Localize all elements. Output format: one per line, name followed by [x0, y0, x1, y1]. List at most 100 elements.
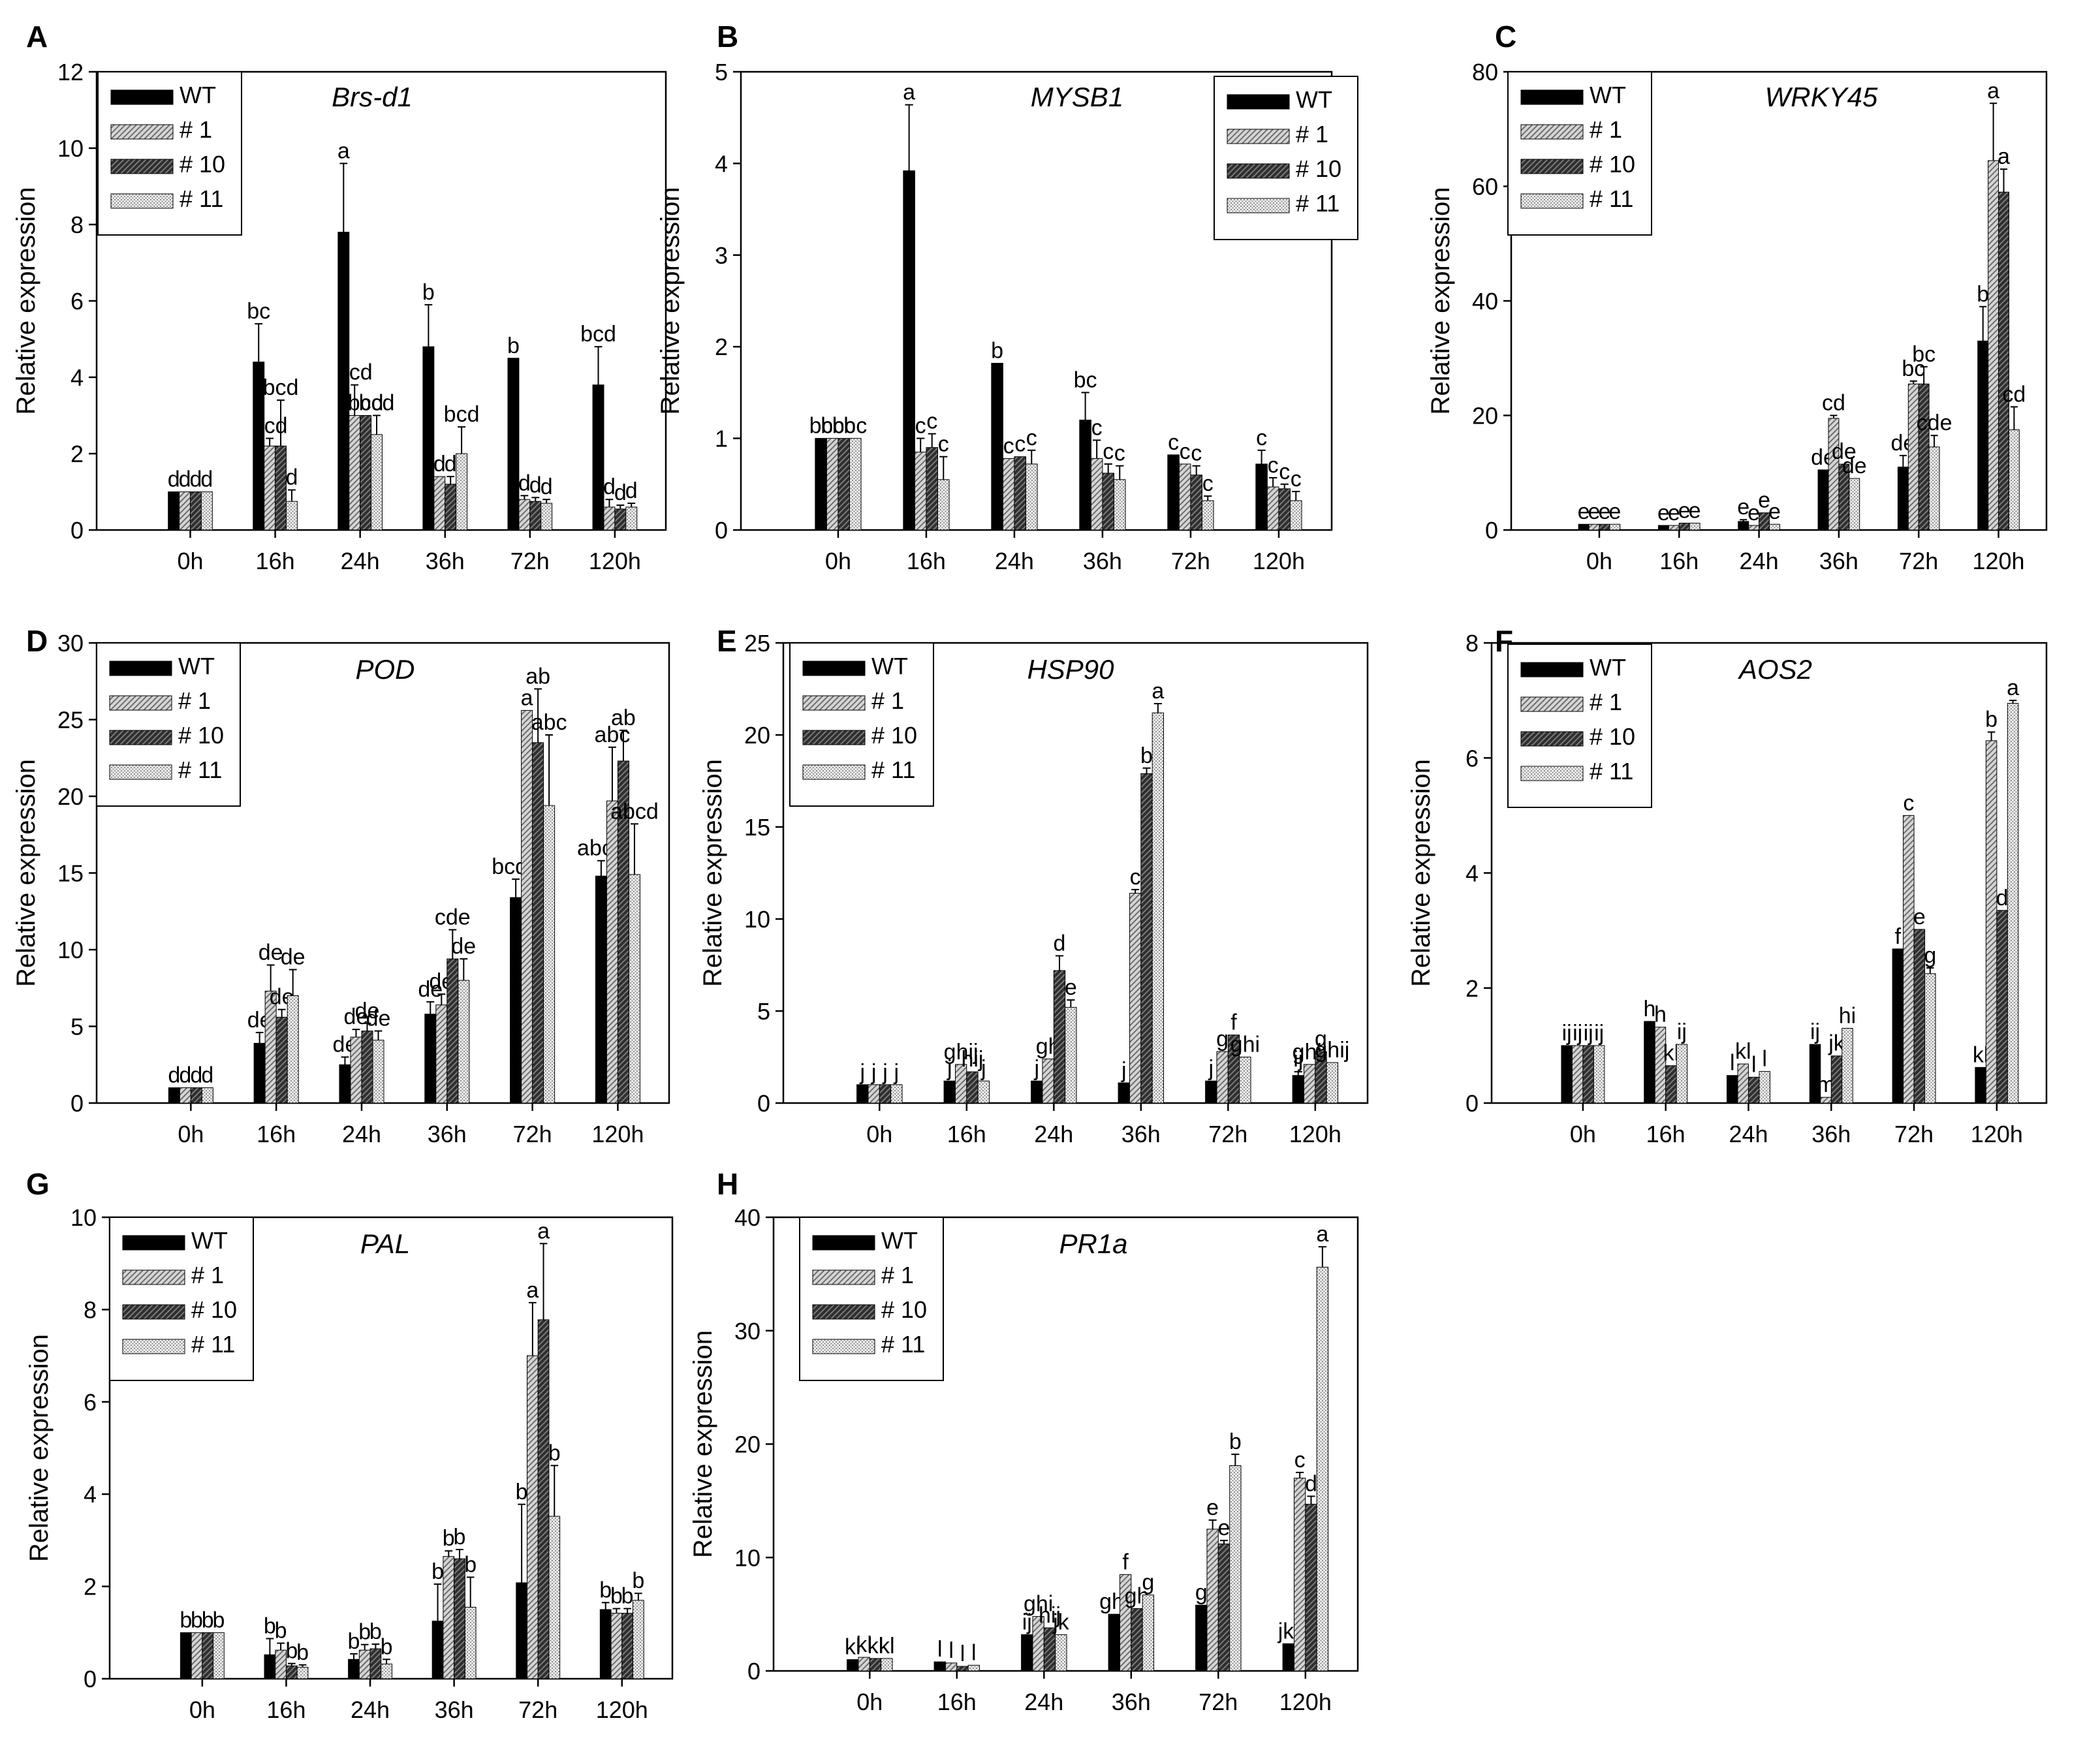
- bar-s1: [1588, 523, 1600, 531]
- significance-letter: l: [971, 1640, 977, 1665]
- legend: WT # 1 # 10 # 11: [96, 642, 241, 807]
- legend: WT # 1 # 10 # 11: [789, 642, 934, 807]
- y-tick-label: 5: [757, 998, 770, 1025]
- significance-letter: b: [516, 1480, 528, 1504]
- legend-swatch-wt: [812, 1235, 875, 1251]
- bar-s1: [1303, 1064, 1316, 1104]
- significance-letter: ij: [1677, 1020, 1687, 1044]
- legend-label: WT: [191, 1227, 228, 1254]
- significance-letter: h: [1644, 997, 1656, 1021]
- bar-s10: [369, 1648, 382, 1679]
- legend-swatch-s10: [1520, 731, 1584, 747]
- significance-letter: ij: [1584, 1021, 1593, 1046]
- legend-swatch-s10: [110, 159, 174, 174]
- y-tick-label: 4: [84, 1481, 97, 1508]
- significance-letter: e: [1758, 488, 1770, 513]
- bar-wt: [339, 1064, 351, 1104]
- x-tick-label: 72h: [518, 1696, 557, 1723]
- chart-title: WRKY45: [1765, 82, 1878, 112]
- significance-letter: h: [1654, 1003, 1667, 1027]
- bar-s1: [191, 1632, 203, 1679]
- significance-letter: c: [1014, 432, 1026, 457]
- significance-letter: d: [445, 452, 457, 476]
- significance-letter: abc: [531, 710, 567, 735]
- y-axis-label: Relative expression: [656, 187, 685, 414]
- x-tick-label: 72h: [1208, 1121, 1247, 1147]
- y-axis-label: Relative expression: [1426, 187, 1455, 414]
- bar-wt: [1977, 340, 1989, 531]
- bar-wt: [1195, 1604, 1208, 1672]
- significance-letter: c: [926, 409, 937, 434]
- x-tick-label: 36h: [426, 548, 465, 574]
- bar-s11: [1065, 1006, 1077, 1104]
- significance-letter: b: [264, 1613, 276, 1638]
- x-tick-label: 72h: [1171, 548, 1210, 574]
- significance-letter: d: [179, 1063, 191, 1088]
- legend-swatch-s10: [109, 730, 172, 745]
- x-tick-label: 0h: [1586, 548, 1612, 574]
- bar-wt: [856, 1084, 869, 1104]
- significance-letter: j: [947, 1056, 952, 1081]
- bar-s1: [1178, 463, 1191, 531]
- bar-s11: [1759, 1071, 1770, 1104]
- significance-letter: d: [1305, 1471, 1317, 1496]
- bar-wt: [180, 1632, 192, 1679]
- significance-letter: d: [1054, 931, 1066, 956]
- x-tick-label: 16h: [257, 1121, 296, 1147]
- bar-wt: [991, 362, 1003, 531]
- significance-letter: c: [1091, 415, 1103, 440]
- bar-s11: [464, 1606, 477, 1679]
- bar-s11: [937, 479, 950, 531]
- significance-letter: b: [422, 280, 435, 305]
- panel-h: H PR1a Relative expression 0 10 20 30 40 0h klklk…: [689, 1167, 1359, 1715]
- significance-letter: d: [529, 473, 542, 497]
- legend-swatch-s11: [802, 764, 866, 780]
- bar-s11: [541, 503, 553, 531]
- significance-letter: bcd: [444, 402, 480, 427]
- bar-s11: [548, 1516, 561, 1679]
- significance-letter: a: [903, 80, 915, 105]
- bar-s10: [1582, 1045, 1594, 1104]
- panel-letter: A: [26, 20, 48, 54]
- bar-s11: [287, 995, 299, 1104]
- bar-wt: [168, 1087, 180, 1104]
- bar-wt: [264, 1654, 276, 1679]
- bar-s11: [1152, 712, 1165, 1104]
- significance-letter: f: [1895, 924, 1902, 949]
- bar-s1: [606, 800, 618, 1104]
- bar-wt: [1892, 948, 1904, 1104]
- bar-s10: [361, 1031, 373, 1104]
- significance-letter: c: [1256, 426, 1267, 450]
- legend: WT # 1 # 10 # 11: [109, 1217, 254, 1381]
- significance-letter: e: [1668, 501, 1680, 525]
- x-tick-label: 72h: [513, 1121, 552, 1147]
- significance-letter: e: [1913, 905, 1926, 929]
- bar-s1: [1737, 1063, 1749, 1104]
- bar-s1: [179, 491, 191, 531]
- legend-swatch-s11: [812, 1339, 875, 1354]
- significance-letter: j: [859, 1060, 865, 1085]
- significance-letter: d: [168, 1063, 180, 1088]
- x-tick-label: 16h: [937, 1689, 977, 1715]
- legend-label: # 1: [1590, 116, 1622, 143]
- significance-letter: e: [1678, 498, 1691, 523]
- significance-letter: l: [960, 1642, 965, 1666]
- significance-letter: j: [894, 1060, 900, 1085]
- significance-letter: kl: [868, 1634, 884, 1658]
- bar-wt: [1255, 463, 1268, 531]
- bar-wt: [847, 1659, 859, 1672]
- bar-s10: [285, 1665, 298, 1679]
- bar-s11: [1289, 500, 1302, 531]
- legend-label: # 1: [1296, 121, 1328, 148]
- y-tick-label: 10: [57, 937, 84, 963]
- bar-s1: [826, 438, 839, 531]
- x-tick-label: 36h: [1819, 548, 1858, 574]
- y-tick-label: 0: [71, 1090, 84, 1117]
- y-axis-label: Relative expression: [1407, 759, 1435, 987]
- bar-s11: [1326, 1062, 1339, 1104]
- x-tick-label: 120h: [591, 1121, 644, 1147]
- y-tick-label: 20: [57, 783, 84, 810]
- bar-s1: [914, 452, 927, 531]
